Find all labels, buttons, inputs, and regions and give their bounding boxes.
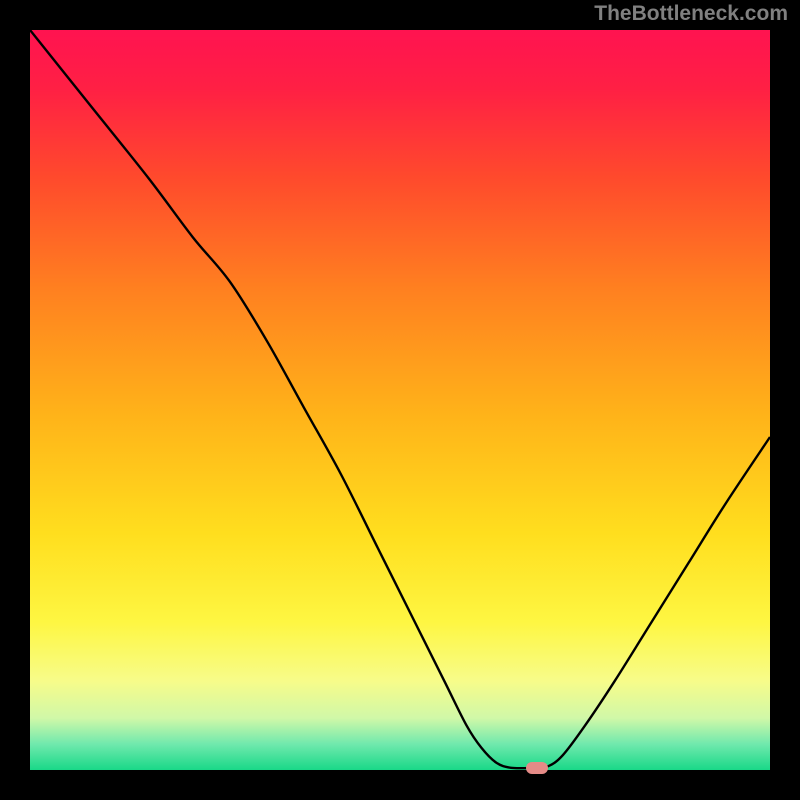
bottleneck-curve [30,30,770,770]
watermark-text: TheBottleneck.com [594,2,788,26]
plot-area [30,30,770,770]
optimal-marker [526,762,548,774]
